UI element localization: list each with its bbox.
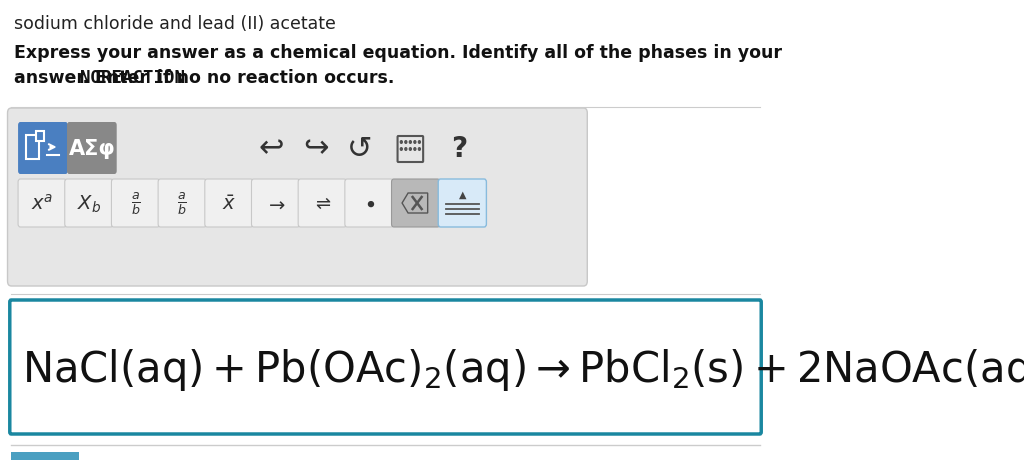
Text: $\bar{x}$: $\bar{x}$ [222,194,236,213]
Circle shape [410,141,412,143]
Bar [36,131,44,141]
Circle shape [400,141,402,143]
Circle shape [414,141,416,143]
Text: ΑΣφ: ΑΣφ [69,139,116,159]
Text: sodium chloride and lead (II) acetate: sodium chloride and lead (II) acetate [13,15,336,33]
Polygon shape [402,193,428,213]
FancyBboxPatch shape [345,179,393,227]
Text: if no no reaction occurs.: if no no reaction occurs. [152,69,394,87]
Circle shape [419,148,421,150]
FancyBboxPatch shape [18,179,67,227]
Text: answer. Enter: answer. Enter [13,69,154,87]
FancyBboxPatch shape [67,122,117,174]
Text: $x^a$: $x^a$ [31,194,53,214]
Text: ↺: ↺ [347,134,373,164]
Bar [26,135,39,159]
Text: Express your answer as a chemical equation. Identify all of the phases in your: Express your answer as a chemical equati… [13,44,781,62]
Text: $\frac{a}{b}$: $\frac{a}{b}$ [130,191,140,217]
Text: ?: ? [452,135,467,163]
Circle shape [404,148,407,150]
FancyBboxPatch shape [10,300,761,434]
FancyBboxPatch shape [7,108,588,286]
Text: $\rightarrow$: $\rightarrow$ [265,194,286,213]
Circle shape [400,148,402,150]
FancyBboxPatch shape [65,179,113,227]
FancyBboxPatch shape [18,122,68,174]
Text: $\mathrm{NaCl(aq) + Pb(OAc)_{2}(aq){\rightarrow}PbCl_{2}(s) + 2NaOAc(aq)}$: $\mathrm{NaCl(aq) + Pb(OAc)_{2}(aq){\rig… [22,347,1024,393]
Circle shape [410,148,412,150]
Circle shape [414,148,416,150]
FancyBboxPatch shape [112,179,160,227]
Text: $X_b$: $X_b$ [77,193,101,215]
FancyBboxPatch shape [391,179,439,227]
Bar [11,452,79,460]
Circle shape [404,141,407,143]
Text: $\bullet$: $\bullet$ [362,194,375,214]
Text: $\frac{a}{b}$: $\frac{a}{b}$ [177,191,187,217]
Circle shape [419,141,421,143]
FancyBboxPatch shape [252,179,300,227]
Text: NOREACTION: NOREACTION [80,69,184,87]
Text: $\rightleftharpoons$: $\rightleftharpoons$ [312,195,332,213]
FancyBboxPatch shape [205,179,253,227]
Text: ↪: ↪ [303,134,329,164]
FancyBboxPatch shape [397,136,423,162]
FancyBboxPatch shape [298,179,346,227]
FancyBboxPatch shape [158,179,206,227]
Text: ▲: ▲ [459,190,466,200]
Text: ↩: ↩ [258,134,284,164]
FancyBboxPatch shape [438,179,486,227]
